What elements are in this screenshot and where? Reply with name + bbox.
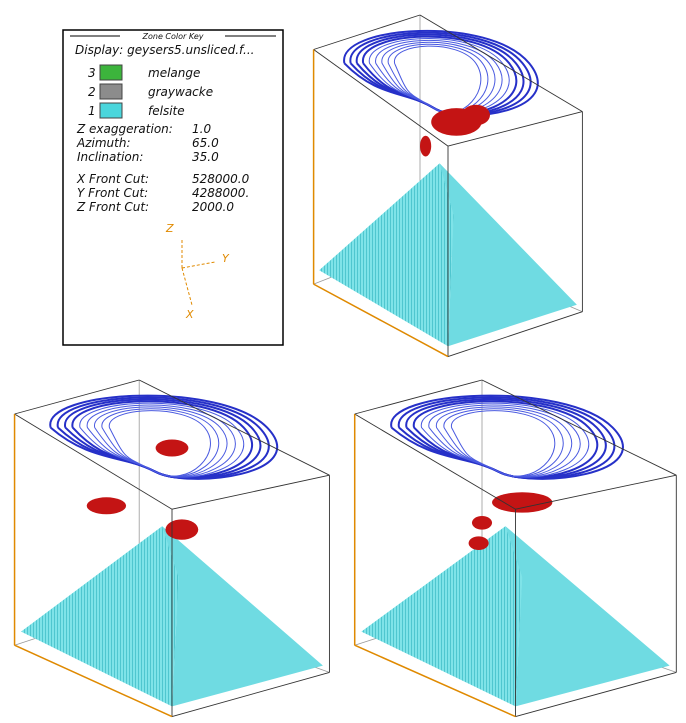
param-label: Z Front Cut:	[76, 200, 149, 214]
terrain	[505, 526, 669, 706]
param-label: Z exaggeration:	[76, 122, 173, 136]
zone-swatch	[100, 103, 122, 118]
terrain	[162, 526, 323, 706]
figure: Zone Color Key Display: geysers5.unslice…	[0, 0, 686, 723]
box-edge	[314, 50, 448, 147]
zone-body	[420, 136, 431, 157]
contour	[388, 44, 488, 113]
zone-body	[492, 492, 552, 512]
legend-display: Display: geysers5.unsliced.f...	[75, 43, 254, 57]
legend-title: Zone Color Key	[142, 32, 204, 41]
param-value: 35.0	[192, 150, 219, 164]
zone-body	[472, 516, 492, 530]
axis-label: X	[185, 308, 194, 321]
contour	[394, 46, 480, 112]
zone-body	[87, 497, 126, 514]
zone-number: 3	[88, 66, 96, 80]
box-edge	[172, 475, 329, 509]
zone-body	[156, 440, 189, 457]
terrain	[21, 526, 178, 706]
param-value: 65.0	[192, 136, 219, 150]
model-panel	[15, 380, 330, 717]
contour	[444, 409, 563, 477]
zone-body	[462, 105, 490, 126]
param-value: 1.0	[192, 122, 211, 136]
zone-name: felsite	[148, 104, 185, 118]
axis-label: Z	[165, 222, 174, 235]
contour	[382, 42, 495, 113]
contour	[451, 411, 554, 476]
box-edge	[516, 475, 677, 509]
model-panel	[314, 15, 583, 357]
zone-name: graywacke	[148, 85, 213, 99]
zone-number: 1	[88, 104, 96, 118]
param-label: Inclination:	[77, 150, 143, 164]
zone-name: melange	[148, 66, 200, 80]
zone-body	[165, 519, 198, 539]
terrain	[319, 163, 453, 346]
param-label: X Front Cut:	[76, 172, 149, 186]
figure-canvas: Zone Color Key Display: geysers5.unslice…	[0, 0, 686, 723]
zone-body	[469, 536, 489, 550]
param-label: Y Front Cut:	[77, 186, 148, 200]
param-value: 2000.0	[192, 200, 234, 214]
box-edge	[355, 414, 516, 509]
contour	[94, 407, 227, 477]
zone-swatch	[100, 65, 122, 80]
terrain	[440, 163, 577, 346]
param-label: Azimuth:	[76, 136, 131, 150]
model-panel	[355, 380, 677, 717]
param-value: 528000.0	[192, 172, 250, 186]
param-value: 4288000.	[192, 186, 249, 200]
contour	[436, 407, 571, 477]
terrain	[361, 526, 522, 706]
zone-number: 2	[88, 85, 96, 99]
box-edge	[15, 414, 172, 509]
zone-swatch	[100, 84, 122, 99]
